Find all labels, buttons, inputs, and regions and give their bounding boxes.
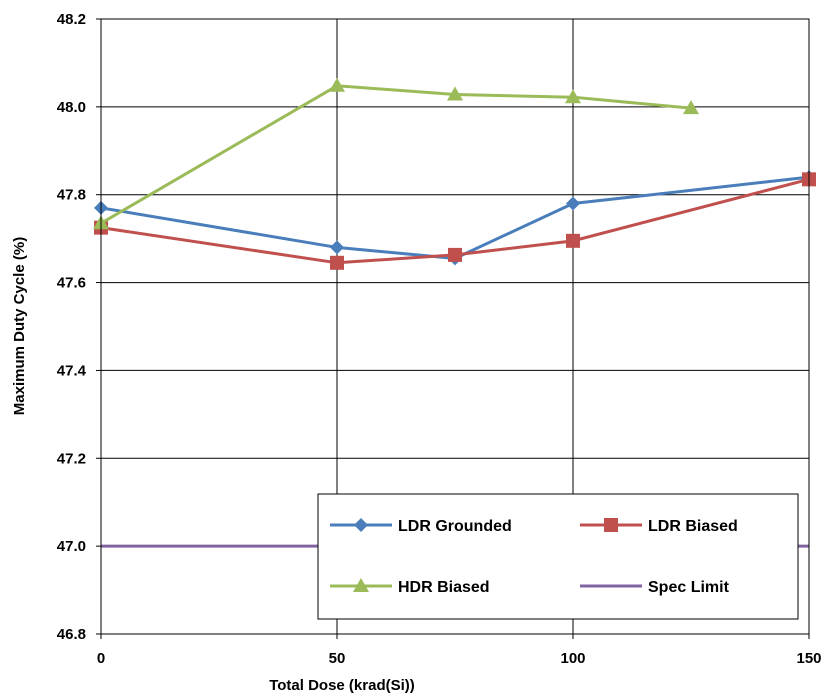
x-tick-label: 50 <box>329 650 346 667</box>
data-point <box>683 100 699 115</box>
y-axis-title: Maximum Duty Cycle (%) <box>11 237 28 415</box>
data-point <box>447 86 463 101</box>
legend-label: LDR Grounded <box>398 518 512 535</box>
x-axis-title: Total Dose (krad(Si)) <box>269 677 415 694</box>
y-tick-label: 47.6 <box>57 275 86 292</box>
legend-label: HDR Biased <box>398 579 490 596</box>
series-line <box>100 175 810 260</box>
data-point <box>566 233 580 248</box>
legend: LDR Grounded LDR Biased HDR Biased Spec Lim… <box>317 493 799 620</box>
legend-swatch-marker <box>354 518 368 532</box>
tick-labels: 46.8 47.0 47.2 47.4 47.6 47.8 48.0 48.2 0 50 100 15… <box>57 11 822 667</box>
data-point <box>330 240 344 255</box>
legend-item-ldr-grounded: LDR Grounded <box>330 518 512 535</box>
legend-label: LDR Biased <box>648 518 738 535</box>
y-tick-label: 48.2 <box>57 11 86 28</box>
y-tick-label: 47.8 <box>57 187 86 204</box>
y-tick-label: 48.0 <box>57 99 86 116</box>
y-tick-label: 47.4 <box>57 362 87 379</box>
y-tick-label: 47.2 <box>57 450 86 467</box>
x-tick-label: 150 <box>796 650 821 667</box>
y-tick-label: 47.0 <box>57 538 86 555</box>
data-point <box>566 196 580 211</box>
legend-item-hdr-biased: HDR Biased <box>330 578 490 596</box>
legend-box <box>317 493 799 620</box>
data-point <box>329 77 345 92</box>
x-tick-label: 0 <box>97 650 105 667</box>
data-point <box>448 247 462 262</box>
plot-area-border <box>100 18 810 635</box>
series-hdr-biased <box>93 77 699 230</box>
y-tick-label: 46.8 <box>57 626 86 643</box>
data-point <box>565 89 581 104</box>
legend-swatch-marker <box>604 518 618 532</box>
legend-swatch-marker <box>353 578 369 592</box>
x-tick-label: 100 <box>560 650 585 667</box>
legend-item-ldr-biased: LDR Biased <box>580 518 738 535</box>
legend-item-spec-limit: Spec Limit <box>580 579 730 596</box>
legend-label: Spec Limit <box>648 579 730 596</box>
data-point <box>330 255 344 270</box>
series-layer <box>93 77 816 548</box>
